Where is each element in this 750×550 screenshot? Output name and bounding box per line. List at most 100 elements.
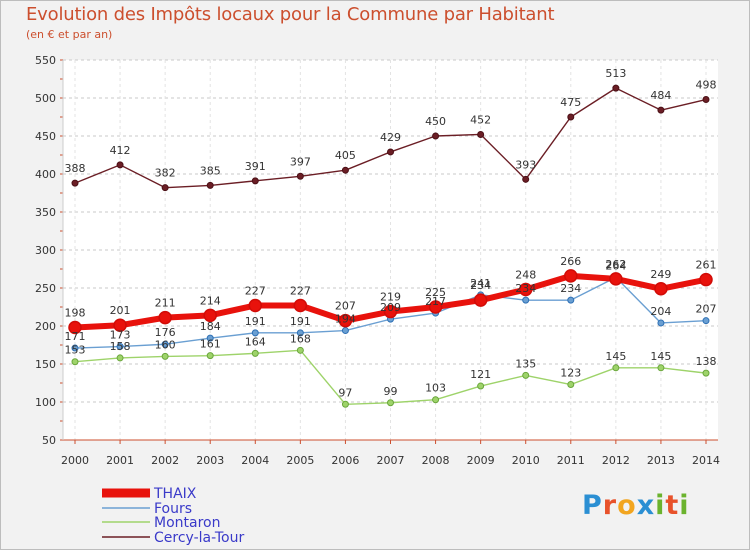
- data-point-montaron: [161, 352, 169, 360]
- data-point-fours: [296, 329, 304, 337]
- x-tick-label: 2008: [422, 454, 450, 467]
- data-point-thaix: [158, 310, 172, 325]
- data-label-cercy-la-tour: 484: [650, 89, 671, 102]
- legend-label-thaix: THAIX: [153, 486, 197, 502]
- data-point-montaron: [387, 399, 394, 407]
- proxiti-logo: Proxiti: [582, 490, 690, 521]
- legend-label-cercy-la-tour: Cercy-la-Tour: [154, 530, 244, 546]
- data-label-montaron: 103: [425, 382, 446, 395]
- y-tick-label: 50: [42, 434, 56, 447]
- data-point-fours: [251, 329, 259, 337]
- data-point-montaron: [341, 400, 349, 408]
- data-label-thaix: 198: [65, 307, 86, 320]
- data-point-cercy-la-tour: [296, 172, 304, 180]
- data-label-montaron: 97: [338, 386, 352, 399]
- data-label-montaron: 123: [560, 367, 581, 380]
- data-point-cercy-la-tour: [432, 132, 440, 140]
- data-point-cercy-la-tour: [116, 161, 124, 169]
- data-point-thaix: [68, 320, 82, 335]
- data-point-cercy-la-tour: [657, 106, 665, 114]
- data-label-thaix: 249: [650, 268, 671, 281]
- data-point-thaix: [338, 313, 353, 328]
- data-label-thaix: 211: [155, 297, 176, 310]
- data-label-montaron: 160: [155, 338, 176, 351]
- data-label-montaron: 135: [515, 357, 536, 370]
- data-label-montaron: 121: [470, 368, 491, 381]
- data-point-montaron: [71, 358, 79, 366]
- data-point-thaix: [654, 282, 668, 296]
- data-label-thaix: 201: [110, 304, 131, 317]
- data-label-fours: 241: [470, 277, 491, 290]
- data-label-thaix: 248: [515, 269, 536, 282]
- data-point-cercy-la-tour: [387, 148, 394, 156]
- data-label-fours: 207: [696, 303, 717, 316]
- data-label-fours: 264: [605, 259, 626, 272]
- data-label-cercy-la-tour: 450: [425, 115, 446, 128]
- data-point-fours: [702, 317, 710, 325]
- data-point-cercy-la-tour: [612, 84, 620, 92]
- data-point-montaron: [567, 381, 575, 389]
- data-label-cercy-la-tour: 412: [110, 144, 131, 157]
- data-label-thaix: 207: [335, 300, 356, 313]
- data-point-fours: [161, 340, 169, 348]
- data-point-cercy-la-tour: [702, 96, 710, 104]
- data-point-montaron: [116, 354, 124, 362]
- x-tick-label: 2007: [377, 454, 405, 467]
- data-label-fours: 184: [200, 320, 221, 333]
- data-label-montaron: 138: [696, 355, 717, 368]
- data-point-montaron: [522, 371, 530, 379]
- data-point-fours: [116, 343, 124, 351]
- data-label-montaron: 161: [200, 338, 221, 351]
- data-label-thaix: 214: [200, 294, 221, 307]
- data-label-cercy-la-tour: 397: [290, 155, 311, 168]
- data-label-thaix: 261: [696, 259, 717, 272]
- chart-title: Evolution des Impôts locaux pour la Comm…: [26, 4, 555, 25]
- data-point-montaron: [657, 364, 665, 372]
- data-label-montaron: 164: [245, 335, 266, 348]
- y-tick-label: 400: [35, 168, 56, 181]
- y-tick-label: 150: [35, 358, 56, 371]
- data-point-cercy-la-tour: [206, 181, 214, 189]
- data-label-thaix: 234: [470, 279, 491, 292]
- data-label-montaron: 158: [110, 340, 131, 353]
- data-label-thaix: 262: [605, 258, 626, 271]
- data-point-thaix: [293, 298, 308, 313]
- data-point-cercy-la-tour: [161, 184, 169, 192]
- x-tick-label: 2014: [692, 454, 720, 467]
- y-tick-label: 200: [35, 320, 56, 333]
- data-label-fours: 234: [560, 282, 581, 295]
- x-tick-label: 2004: [241, 454, 269, 467]
- data-point-thaix: [113, 318, 127, 332]
- data-point-thaix: [609, 272, 623, 286]
- data-label-fours: 173: [110, 329, 131, 342]
- data-label-cercy-la-tour: 475: [560, 96, 581, 109]
- data-label-fours: 194: [335, 313, 356, 326]
- x-tick-label: 2009: [467, 454, 495, 467]
- data-label-thaix: 227: [245, 284, 266, 297]
- data-point-cercy-la-tour: [567, 113, 575, 121]
- data-point-montaron: [296, 346, 304, 354]
- axis-layer: 50 100 150 200 250 300 350 400 450 500 550 2000 2001…: [35, 54, 720, 467]
- data-label-fours: 171: [65, 330, 86, 343]
- data-label-thaix: 225: [425, 286, 446, 299]
- data-label-cercy-la-tour: 393: [515, 158, 536, 171]
- data-point-cercy-la-tour: [477, 130, 485, 138]
- data-point-cercy-la-tour: [522, 175, 530, 183]
- data-label-thaix: 266: [560, 255, 581, 268]
- data-point-thaix: [203, 308, 217, 323]
- data-point-montaron: [477, 382, 485, 390]
- data-label-fours: 204: [650, 305, 671, 318]
- y-tick-label: 450: [35, 130, 56, 143]
- data-label-fours: 191: [290, 315, 311, 328]
- chart-subtitle: (en € et par an): [26, 28, 113, 41]
- data-point-thaix: [428, 300, 443, 314]
- data-point-fours: [206, 334, 214, 342]
- legend-label-fours: Fours: [154, 501, 192, 517]
- data-point-cercy-la-tour: [71, 179, 79, 187]
- x-tick-label: 2013: [647, 454, 675, 467]
- data-point-thaix: [564, 269, 578, 283]
- y-tick-label: 100: [35, 396, 56, 409]
